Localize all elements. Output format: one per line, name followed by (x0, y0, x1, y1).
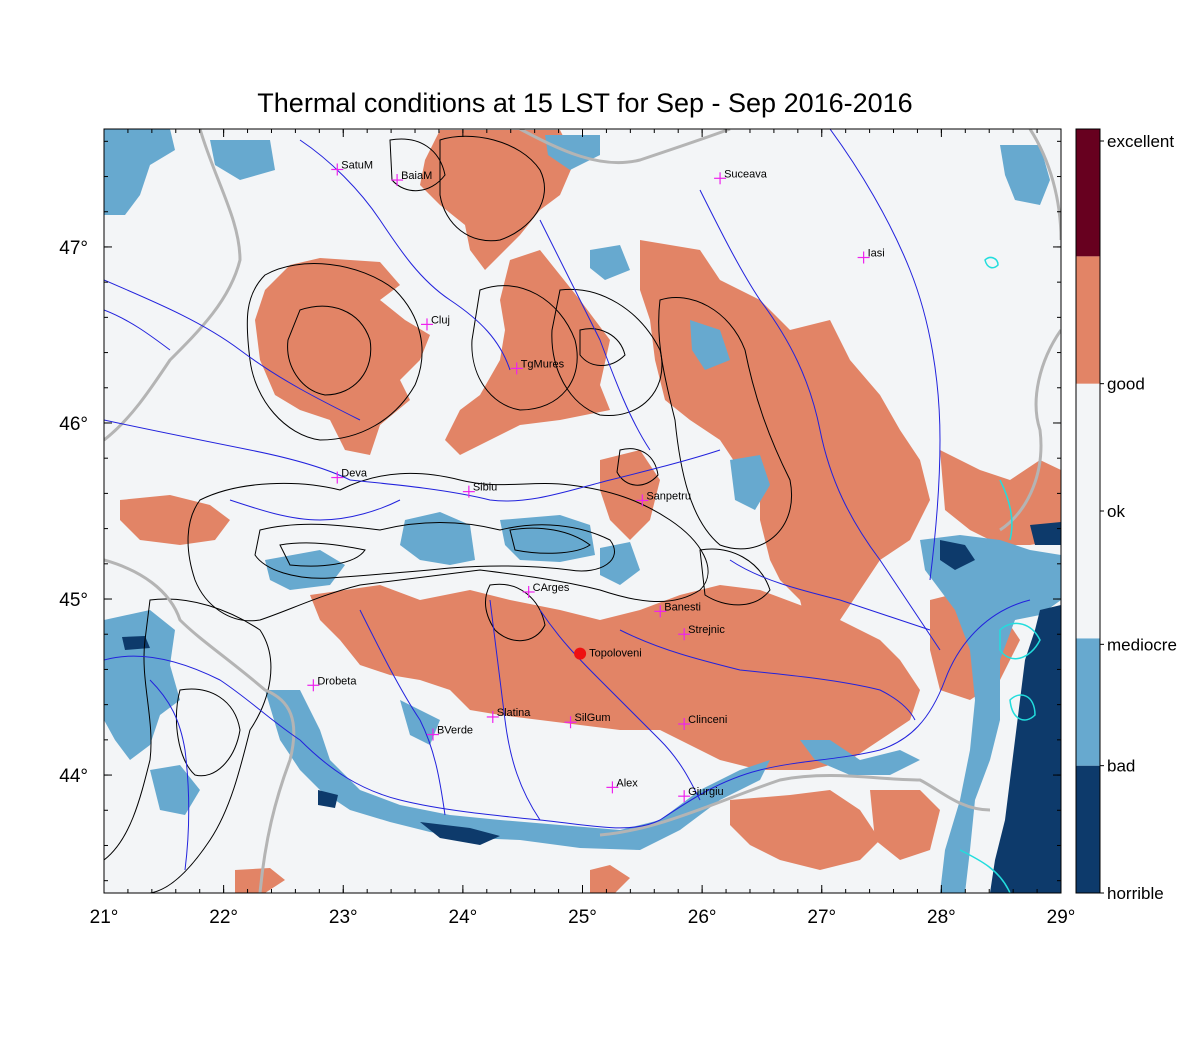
country-borders (104, 129, 1061, 893)
colorbar: excellent good ok mediocre bad horrible (1075, 128, 1177, 903)
city-marker: SatuM (331, 159, 373, 176)
x-tick-label: 28° (927, 907, 956, 928)
colorbar-label: excellent (1107, 132, 1174, 151)
highlight-dot (574, 647, 587, 660)
colorbar-segment-ok (1076, 383, 1100, 511)
colorbar-label: good (1107, 375, 1145, 394)
city-label: Drobeta (317, 675, 357, 687)
elevation-contours (104, 135, 792, 893)
horrible-regions (122, 522, 1061, 893)
city-marker: Sanpetru (636, 490, 691, 507)
x-tick-label: 26° (688, 907, 717, 928)
city-marker: BVerde (426, 725, 473, 741)
city-label: BVerde (437, 725, 473, 737)
page-title: Thermal conditions at 15 LST for Sep - S… (257, 88, 913, 118)
highlight-label: Topoloveni (589, 648, 642, 660)
colorbar-segment-good (1076, 256, 1100, 384)
city-marker: SilGum (564, 712, 611, 729)
city-marker: Slatina (486, 707, 532, 723)
city-marker: Banesti (654, 601, 701, 618)
y-tick-label: 47° (59, 238, 88, 259)
city-label: Slatina (497, 707, 532, 719)
city-marker: Clinceni (678, 714, 727, 731)
colorbar-segment-horrible (1076, 765, 1100, 893)
city-marker: Iasi (857, 248, 885, 264)
city-marker: Giurgiu (678, 786, 724, 803)
bad-regions (104, 129, 1061, 893)
city-label: Strejnic (688, 624, 725, 636)
city-label: TgMures (521, 358, 565, 370)
x-tick-label: 27° (807, 907, 836, 928)
x-tick-label: 21° (90, 907, 119, 928)
colorbar-segment-mediocre (1076, 511, 1100, 639)
colorbar-label: ok (1107, 502, 1125, 521)
city-label: Alex (616, 777, 638, 789)
city-label: Giurgiu (688, 786, 723, 798)
x-tick-label: 24° (449, 907, 478, 928)
colorbar-segment-bad (1076, 638, 1100, 766)
city-label: Banesti (664, 601, 701, 613)
y-tick-label: 45° (59, 590, 88, 611)
city-marker: Drobeta (307, 675, 357, 692)
city-marker: Alex (606, 777, 638, 794)
city-marker: Sibiu (462, 482, 497, 498)
x-tick-label: 22° (209, 907, 238, 928)
x-axis-labels: 21° 22° 23° 24° 25° 26° 27° 28° 29° (90, 907, 1076, 928)
city-label: Sanpetru (646, 490, 691, 502)
city-label: Iasi (868, 248, 885, 260)
city-markers: SatuM BaiaM Suceava Iasi Cluj TgMures Deva Sibi… (307, 159, 885, 803)
good-regions (120, 130, 1061, 893)
colorbar-label: bad (1107, 757, 1135, 776)
colorbar-label: horrible (1107, 884, 1164, 903)
y-axis-labels: 44° 45° 46° 47° (59, 238, 88, 787)
city-label: SatuM (341, 159, 373, 171)
y-tick-label: 44° (59, 766, 88, 787)
colorbar-label: mediocre (1107, 635, 1177, 654)
city-marker: Strejnic (678, 624, 725, 641)
city-label: Sibiu (473, 482, 497, 494)
axis-ticks (103, 129, 1062, 893)
y-tick-label: 46° (59, 414, 88, 435)
city-label: Cluj (431, 314, 450, 326)
city-label: Clinceni (688, 714, 727, 726)
colorbar-segment-excellent (1076, 129, 1100, 257)
city-marker: Cluj (420, 314, 450, 331)
city-marker: BaiaM (391, 170, 432, 187)
highlight-marker: Topoloveni (574, 647, 642, 660)
city-marker: Deva (331, 468, 368, 484)
rivers (104, 129, 1031, 871)
city-label: SilGum (575, 712, 611, 724)
city-marker: TgMures (510, 358, 565, 375)
city-label: CArges (533, 582, 570, 594)
city-marker: Suceava (714, 168, 768, 185)
city-label: Deva (341, 468, 368, 480)
coastal-lakes (959, 256, 1041, 893)
x-tick-label: 25° (568, 907, 597, 928)
x-tick-label: 29° (1047, 907, 1076, 928)
city-label: BaiaM (401, 170, 432, 182)
x-tick-label: 23° (329, 907, 358, 928)
city-label: Suceava (724, 168, 768, 180)
city-marker: CArges (522, 582, 570, 598)
